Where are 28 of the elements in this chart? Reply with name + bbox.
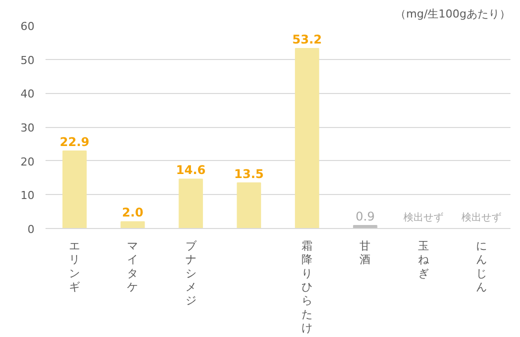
data-label: 53.2 — [292, 32, 322, 47]
y-tick-label: 50 — [20, 54, 35, 67]
x-tick-label: ブナシメジ — [185, 240, 198, 308]
bar — [120, 221, 145, 228]
y-tick-label: 40 — [20, 88, 35, 101]
x-tick-label: 玉ねぎ — [418, 240, 430, 280]
y-tick-label: 10 — [20, 189, 35, 202]
y-tick-label: 60 — [20, 20, 35, 33]
data-label: 0.9 — [356, 209, 375, 224]
bar — [62, 150, 87, 228]
bar — [236, 182, 262, 228]
data-label: 13.5 — [234, 166, 264, 181]
y-tick-label: 30 — [20, 122, 35, 134]
x-tick-label: 霜降りひらたけ — [302, 240, 313, 334]
y-tick-label: 20 — [20, 155, 35, 168]
data-label: 22.9 — [60, 135, 90, 150]
x-tick-label: にんじん — [476, 240, 487, 294]
x-tick-label: エリンギ — [69, 240, 80, 294]
x-tick-label: マイタケ — [127, 240, 138, 294]
text: 検出せず — [461, 212, 502, 224]
data-label: 14.6 — [176, 163, 206, 178]
y-tick-label: 0 — [28, 223, 34, 236]
data-label: 2.0 — [122, 206, 144, 220]
bar — [294, 48, 320, 228]
text: （mg/生100gあたり） — [395, 8, 511, 20]
x-tick-label: 甘酒 — [360, 240, 371, 266]
bar — [178, 178, 203, 228]
text: 検出せず — [403, 212, 444, 224]
